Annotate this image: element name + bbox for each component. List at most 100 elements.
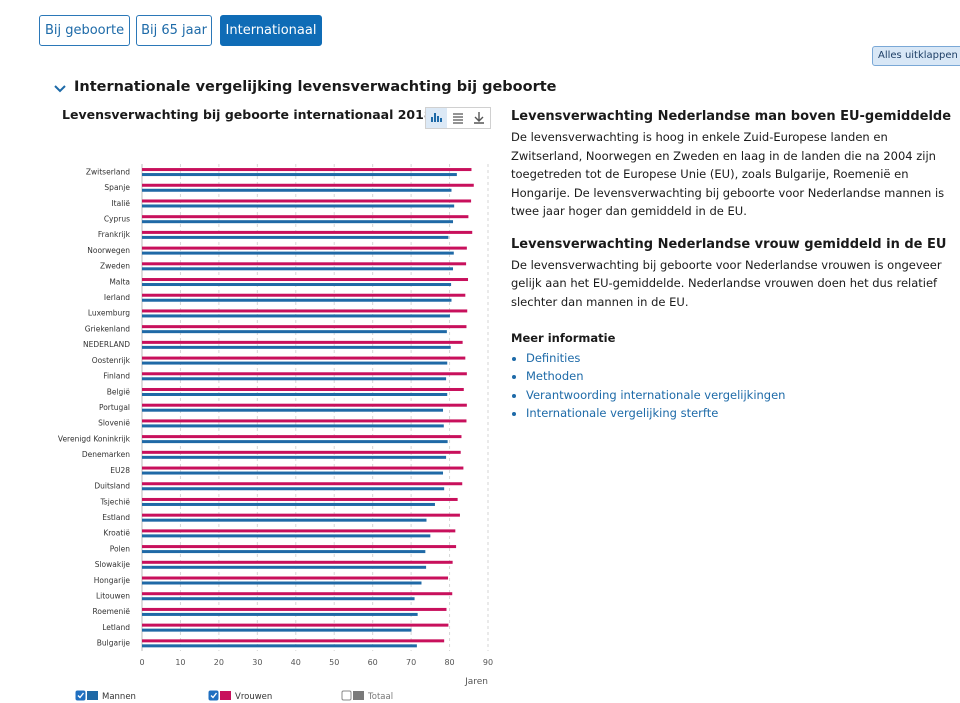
text-paragraph: De levensverwachting bij geboorte voor N… (511, 257, 942, 309)
info-link[interactable]: Internationale vergelijking sterfte (526, 404, 956, 422)
bar (142, 283, 452, 287)
bar (142, 455, 447, 459)
bar (142, 497, 458, 501)
bar (142, 529, 456, 533)
bar (142, 424, 444, 428)
y-tick-label: Polen (110, 544, 131, 553)
bar (142, 545, 457, 549)
bar (142, 387, 464, 391)
y-tick-label: Duitsland (94, 482, 130, 491)
bar (142, 314, 450, 318)
bar (142, 251, 454, 255)
bar (142, 372, 467, 376)
legend-check (77, 692, 85, 699)
bar (142, 183, 474, 187)
bar (142, 576, 449, 580)
bar (142, 639, 445, 643)
legend-checkbox[interactable] (341, 690, 352, 701)
info-link[interactable]: Verantwoording internationale vergelijki… (526, 386, 956, 404)
bar (142, 392, 448, 396)
download-icon[interactable] (474, 112, 484, 124)
x-tick-label: 0 (139, 658, 144, 667)
x-tick-label: 80 (444, 658, 454, 667)
link-list: DefinitiesMethodenVerantwoording interna… (511, 349, 956, 422)
y-tick-label: Cyprus (104, 214, 130, 223)
bar (142, 419, 467, 423)
bar (142, 173, 457, 177)
y-tick-label: EU28 (110, 466, 130, 475)
bar (142, 597, 415, 601)
tab[interactable]: Internationaal (220, 15, 322, 46)
x-tick-label: 20 (214, 658, 224, 667)
bar (142, 581, 422, 585)
bar (142, 168, 472, 172)
chevron-icon[interactable] (54, 85, 66, 93)
info-link[interactable]: Methoden (526, 367, 956, 385)
legend-checkbox[interactable] (75, 690, 86, 701)
y-tick-label: Bulgarije (97, 639, 131, 648)
bar (142, 471, 444, 475)
y-tick-label: Verenigd Koninkrijk (58, 434, 131, 443)
info-link[interactable]: Definities (526, 349, 956, 367)
y-tick-label: Griekenland (85, 324, 130, 333)
x-tick-label: 30 (252, 658, 262, 667)
bar (142, 513, 460, 517)
chart-view-button[interactable] (426, 108, 447, 128)
bar (142, 466, 464, 470)
text-heading: Levensverwachting Nederlandse man boven … (511, 109, 952, 124)
bar (142, 534, 431, 538)
y-tick-label: Roemenië (93, 607, 131, 616)
more-info-heading: Meer informatie (511, 331, 616, 345)
bar (142, 440, 448, 444)
bar (142, 215, 469, 219)
expand-all-button[interactable]: Alles uitklappen (872, 46, 960, 66)
bar (142, 518, 427, 522)
y-tick-label: Letland (102, 623, 130, 632)
bar (142, 450, 461, 454)
y-tick-label: Frankrijk (98, 230, 131, 239)
legend-checkbox[interactable] (208, 690, 219, 701)
bar (142, 612, 418, 616)
y-tick-label: Estland (102, 513, 130, 522)
tab[interactable]: Bij 65 jaar (136, 15, 212, 46)
y-tick-label: België (107, 387, 131, 396)
y-tick-label: Kroatië (103, 529, 130, 538)
y-tick-label: Zwitserland (86, 167, 130, 176)
bar (142, 278, 469, 282)
section-title: Internationale vergelijking levensverwac… (74, 79, 557, 95)
y-tick-label: NEDERLAND (83, 340, 130, 349)
legend-swatch (220, 691, 231, 700)
y-tick-label: Malta (109, 277, 130, 286)
x-tick-label: 90 (483, 658, 493, 667)
bar (142, 246, 467, 250)
y-tick-label: Italië (111, 199, 130, 208)
y-tick-label: Slovenië (98, 419, 130, 428)
x-tick-label: 70 (406, 658, 416, 667)
y-tick-label: Hongarije (94, 576, 131, 585)
legend-swatch (87, 691, 98, 700)
legend-label: Vrouwen (235, 692, 272, 702)
x-axis-title: Jaren (464, 677, 488, 687)
legend-check (210, 692, 218, 699)
tab[interactable]: Bij geboorte (39, 15, 130, 46)
bar (142, 188, 452, 192)
bar (142, 482, 463, 486)
y-tick-label: Noorwegen (87, 246, 130, 255)
text-column: Levensverwachting Nederlandse man boven … (511, 107, 956, 422)
chart-title: Levensverwachting bij geboorte internati… (62, 107, 433, 122)
bar (142, 309, 468, 313)
x-tick-label: 40 (291, 658, 301, 667)
bar (142, 435, 462, 439)
y-tick-label: Tsjechië (99, 497, 130, 506)
bar (142, 560, 453, 564)
bar (142, 340, 463, 344)
bar (142, 623, 449, 627)
bar (142, 403, 467, 407)
bar (142, 230, 473, 234)
text-heading: Levensverwachting Nederlandse vrouw gemi… (511, 236, 947, 252)
y-tick-label: Portugal (99, 403, 130, 412)
table-icon[interactable] (453, 113, 463, 124)
bar (142, 235, 449, 239)
bar (142, 267, 454, 271)
